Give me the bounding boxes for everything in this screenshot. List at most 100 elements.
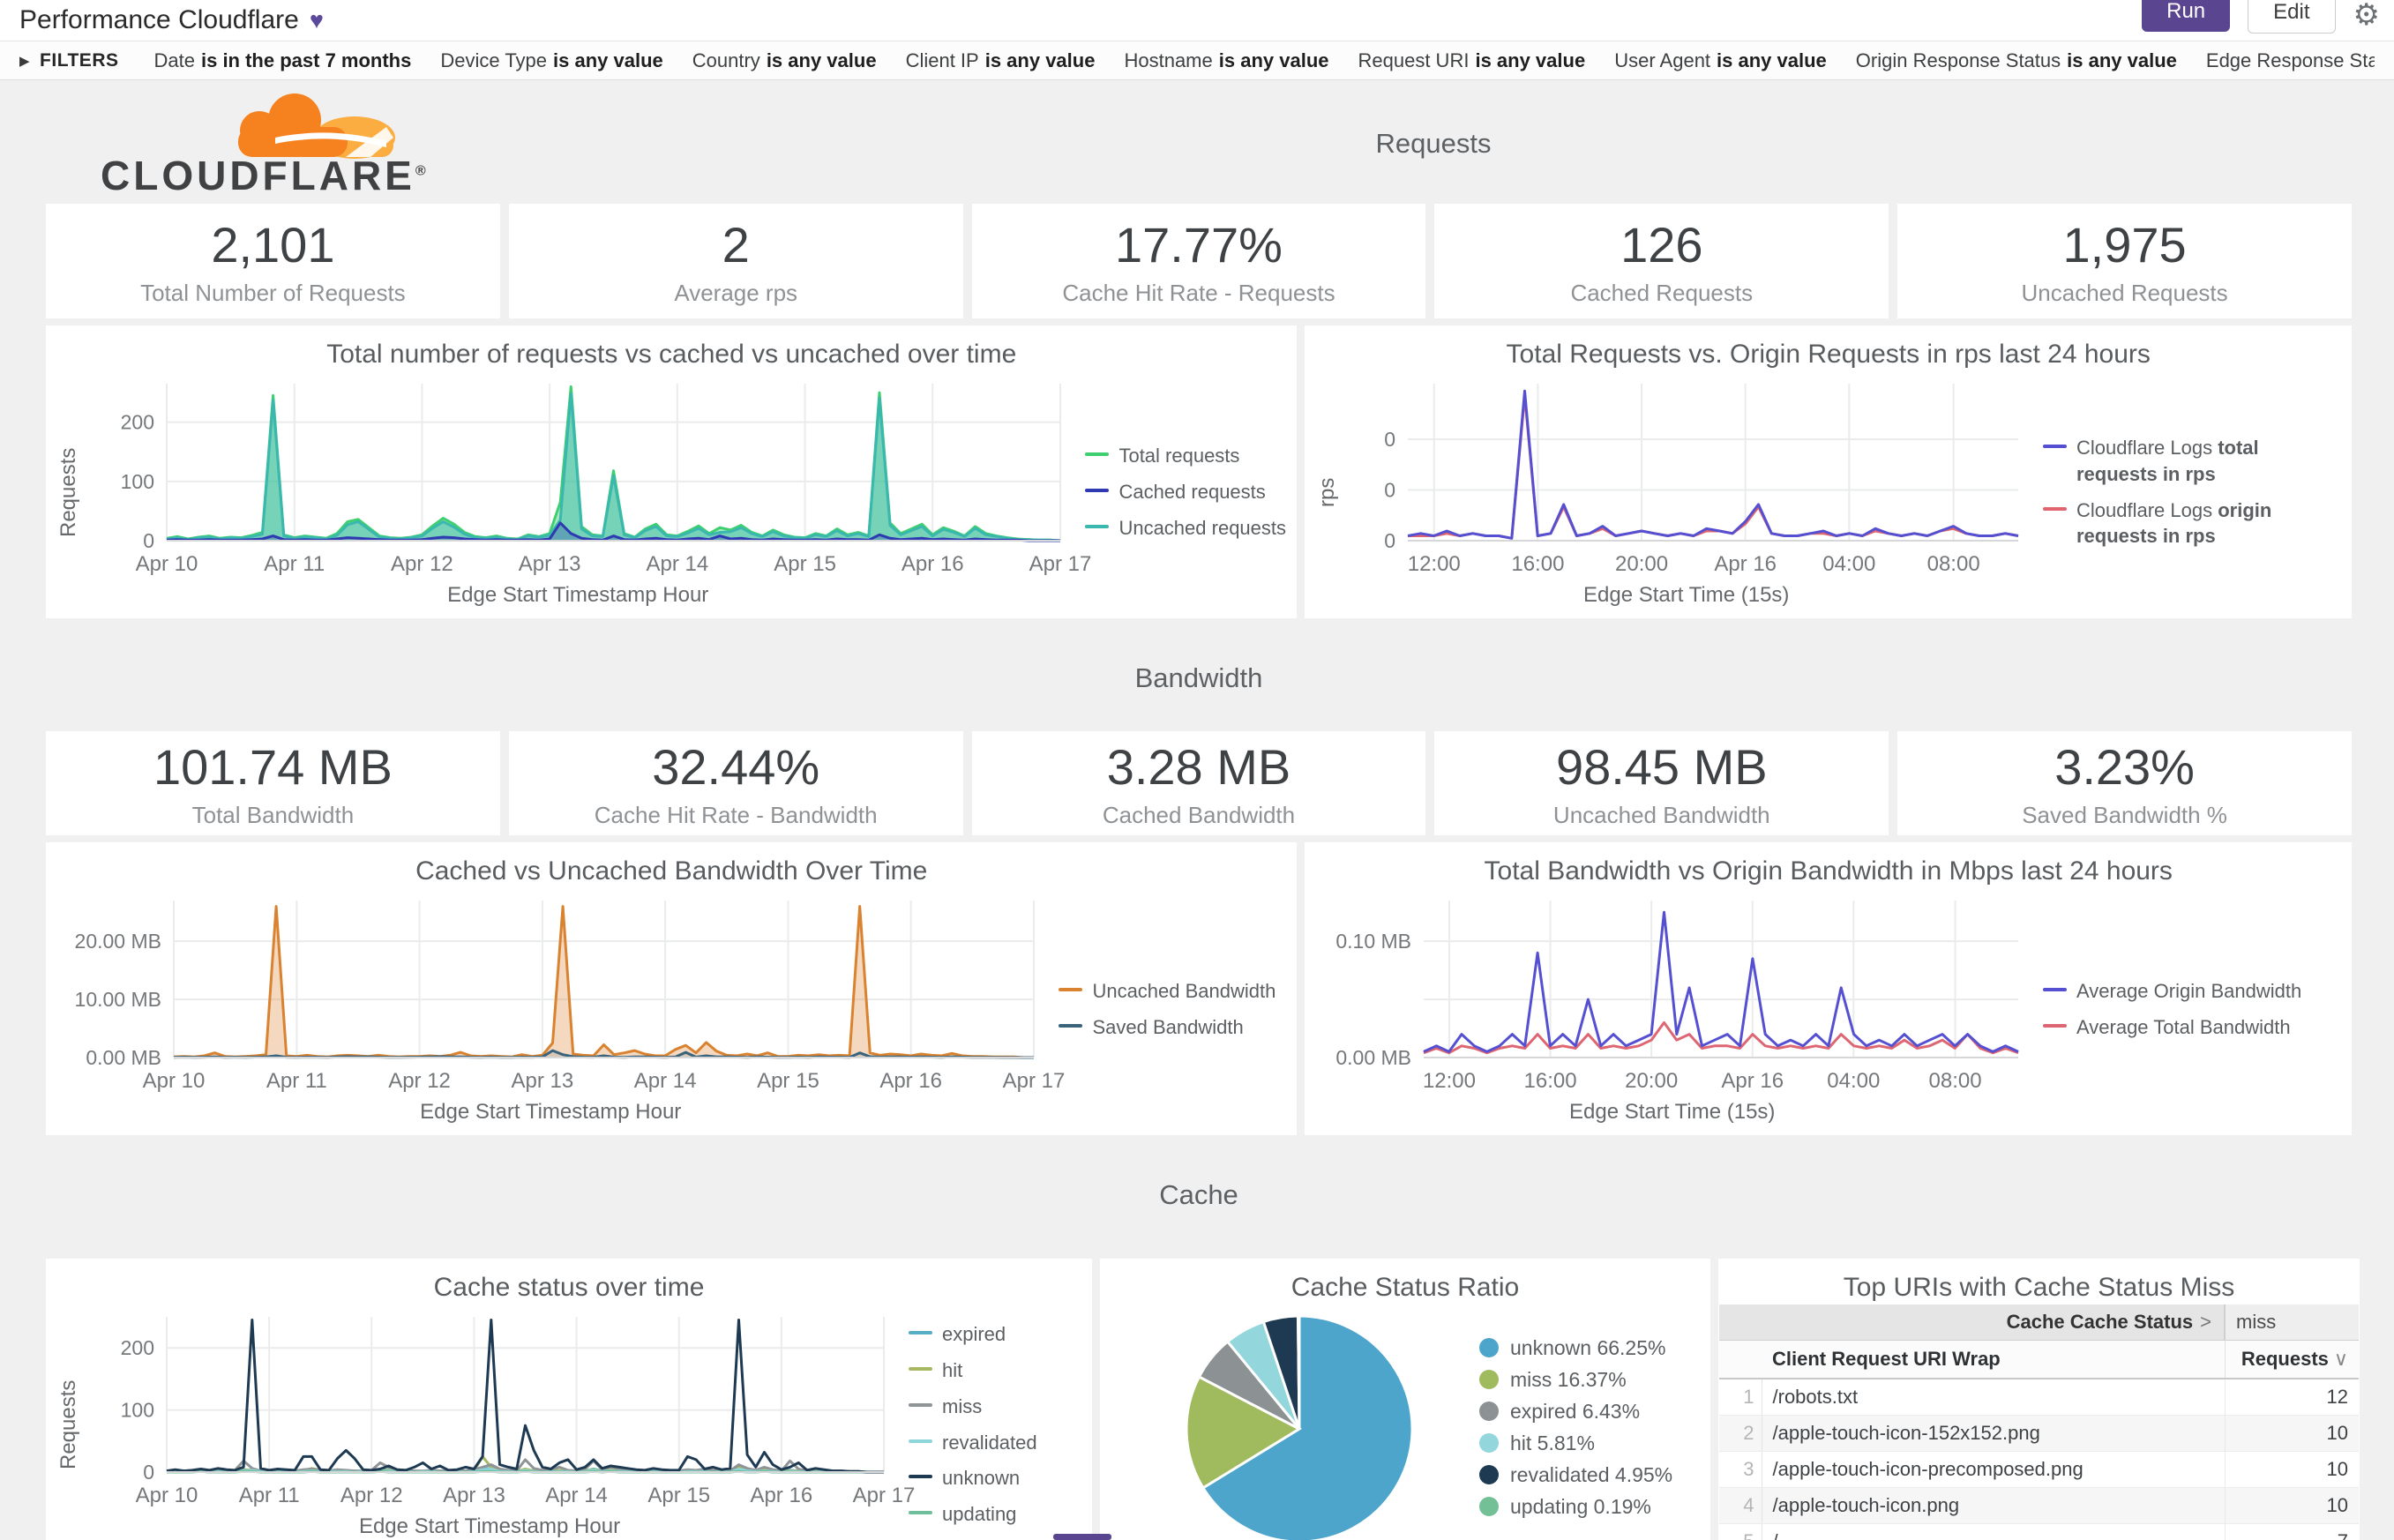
pivot-header-cell[interactable]: Cache Cache Status > (1719, 1305, 2225, 1341)
pie-legend-item-unknown[interactable]: unknown 66.25% (1479, 1336, 1672, 1360)
horizontal-scrollbar-thumb[interactable] (1053, 1534, 1111, 1540)
legend-label: Total requests (1118, 445, 1240, 467)
legend-item-cached-requests[interactable]: Cached requests (1085, 479, 1286, 505)
requests-cell[interactable]: 12 (2224, 1379, 2359, 1416)
kpi-card-cache-hit-rate-requests: 17.77% Cache Hit Rate - Requests (971, 204, 1426, 318)
svg-text:0: 0 (1385, 529, 1396, 552)
uri-cell[interactable]: /apple-touch-icon.png (1762, 1487, 2225, 1524)
charts-row-requests: Total number of requests vs cached vs un… (46, 325, 2352, 618)
legend-item-average-total-bandwidth[interactable]: Average Total Bandwidth (2043, 1014, 2341, 1041)
filters-toggle[interactable]: ▶ FILTERS (19, 50, 119, 71)
legend-item-cloudflare-logs-total-requests-in-rps[interactable]: Cloudflare Logs total requests in rps (2043, 435, 2341, 487)
uri-cell[interactable]: /apple-touch-icon-precomposed.png (1762, 1451, 2225, 1488)
kpi-label: Total Number of Requests (140, 279, 406, 306)
requests-cell[interactable]: 10 (2224, 1415, 2359, 1452)
filter-item-hostname[interactable]: Hostname is any value (1124, 49, 1329, 71)
table-row[interactable]: 4/apple-touch-icon.png 10 (1719, 1487, 2359, 1524)
legend-item-uncached-requests[interactable]: Uncached requests (1085, 515, 1286, 542)
filter-item-origin-response-status[interactable]: Origin Response Status is any value (1855, 49, 2177, 71)
legend-item-expired[interactable]: expired (909, 1321, 1081, 1348)
row-number-header (1719, 1340, 1762, 1379)
kpi-row-requests: 2,101 Total Number of Requests 2 Average rp… (46, 204, 2352, 318)
svg-text:16:00: 16:00 (1524, 1069, 1577, 1093)
pivot-value-cell[interactable]: miss (2224, 1305, 2359, 1341)
pie-legend-item-revalidated[interactable]: revalidated 4.95% (1479, 1463, 1672, 1487)
legend-item-average-origin-bandwidth[interactable]: Average Origin Bandwidth (2043, 978, 2341, 1005)
legend-label: Uncached requests (1118, 516, 1287, 539)
table-row[interactable]: 1/robots.txt 12 (1719, 1379, 2359, 1416)
uri-cell[interactable]: /apple-touch-icon-152x152.png (1762, 1415, 2225, 1452)
legend-label: hit 5.81% (1510, 1431, 1595, 1454)
legend-item-cloudflare-logs-origin-requests-in-rps[interactable]: Cloudflare Logs origin requests in rps (2043, 497, 2341, 549)
uri-cell[interactable]: / (1762, 1523, 2225, 1540)
pie-legend-item-miss[interactable]: miss 16.37% (1479, 1368, 1672, 1392)
pie-legend-item-expired[interactable]: expired 6.43% (1479, 1400, 1672, 1424)
filter-item-device-type[interactable]: Device Type is any value (440, 49, 663, 71)
pie-legend-item-updating[interactable]: updating 0.19% (1479, 1495, 1672, 1519)
gear-icon[interactable]: ⚙ (2353, 0, 2380, 32)
legend-item-hit[interactable]: hit (909, 1357, 1081, 1384)
table-row[interactable]: 3/apple-touch-icon-precomposed.png 10 (1719, 1451, 2359, 1488)
legend-label: miss (942, 1394, 983, 1417)
legend-dot (1479, 1338, 1499, 1357)
filter-items: Date is in the past 7 months Device Type is… (154, 49, 2375, 72)
legend-item-unknown[interactable]: unknown (909, 1465, 1081, 1491)
svg-text:Apr 11: Apr 11 (239, 1484, 300, 1507)
pie-chart (1185, 1314, 1414, 1540)
uri-column-header[interactable]: Client Request URI Wrap (1762, 1340, 2225, 1379)
edit-button[interactable]: Edit (2248, 0, 2336, 34)
legend-swatch (909, 1402, 932, 1407)
legend-dot (1479, 1497, 1499, 1516)
row-number-cell: 1 (1719, 1379, 1762, 1416)
filter-item-user-agent[interactable]: User Agent is any value (1614, 49, 1827, 71)
requests-cell[interactable]: 10 (2224, 1451, 2359, 1488)
legend-item-total-requests[interactable]: Total requests (1085, 443, 1286, 469)
legend-item-uncached-bandwidth[interactable]: Uncached Bandwidth (1059, 978, 1286, 1005)
svg-text:Apr 14: Apr 14 (634, 1069, 697, 1093)
svg-text:0: 0 (143, 529, 154, 552)
svg-text:Apr 11: Apr 11 (264, 552, 325, 576)
filter-item-date[interactable]: Date is in the past 7 months (153, 49, 412, 71)
legend-dot (1479, 1465, 1499, 1484)
legend-dot (1479, 1370, 1499, 1389)
legend-item-saved-bandwidth[interactable]: Saved Bandwidth (1059, 1014, 1286, 1041)
filters-label: FILTERS (40, 49, 119, 71)
legend-swatch (1085, 524, 1110, 528)
requests-column-header[interactable]: Requests ∨ (2224, 1340, 2359, 1379)
svg-text:0: 0 (1385, 478, 1396, 501)
table-column-header-row: Client Request URI Wrap Requests ∨ (1719, 1340, 2359, 1379)
filter-item-client-ip[interactable]: Client IP is any value (905, 49, 1096, 71)
legend-swatch (1085, 489, 1110, 493)
pie-slice-miss[interactable] (1185, 1374, 1303, 1490)
svg-text:Apr 16: Apr 16 (1715, 552, 1777, 576)
legend-item-updating[interactable]: updating (909, 1501, 1081, 1528)
requests-cell[interactable]: 10 (2224, 1487, 2359, 1524)
kpi-label: Uncached Bandwidth (1552, 801, 1770, 828)
requests-cell[interactable]: 7 (2224, 1523, 2359, 1540)
kpi-card-cached-requests: 126 Cached Requests (1434, 204, 1889, 318)
top-bar: Performance Cloudflare ♥ Run Edit ⚙ (0, 0, 2394, 41)
legend-item-revalidated[interactable]: revalidated (909, 1430, 1081, 1456)
legend-item-miss[interactable]: miss (909, 1394, 1081, 1420)
pie-legend-item-hit[interactable]: hit 5.81% (1479, 1432, 1672, 1455)
kpi-card-average-rps: 2 Average rps (508, 204, 963, 318)
svg-text:100: 100 (121, 470, 154, 493)
chart-legend: Uncached Bandwidth Saved Bandwidth (1046, 888, 1291, 1130)
pie-slice-unknown[interactable] (1201, 1314, 1414, 1540)
page-title-text: Performance Cloudflare (19, 5, 299, 34)
table-row[interactable]: 2/apple-touch-icon-152x152.png 10 (1719, 1415, 2359, 1452)
run-button[interactable]: Run (2142, 0, 2231, 32)
filter-item-request-uri[interactable]: Request URI is any value (1358, 49, 1586, 71)
kpi-label: Average rps (674, 279, 798, 306)
legend-label: expired (942, 1323, 1006, 1346)
kpi-label: Saved Bandwidth % (2022, 801, 2227, 828)
table-title: Top URIs with Cache Status Miss (1843, 1273, 2235, 1302)
svg-text:16:00: 16:00 (1512, 552, 1565, 576)
legend-swatch (1085, 452, 1110, 457)
filter-item-country[interactable]: Country is any value (692, 49, 877, 71)
table-row[interactable]: 5/7 (1719, 1523, 2359, 1540)
uri-cell[interactable]: /robots.txt (1762, 1379, 2225, 1416)
pie-slice-updating[interactable] (1296, 1314, 1301, 1430)
kpi-card-total-number-of-requests: 2,101 Total Number of Requests (46, 204, 500, 318)
